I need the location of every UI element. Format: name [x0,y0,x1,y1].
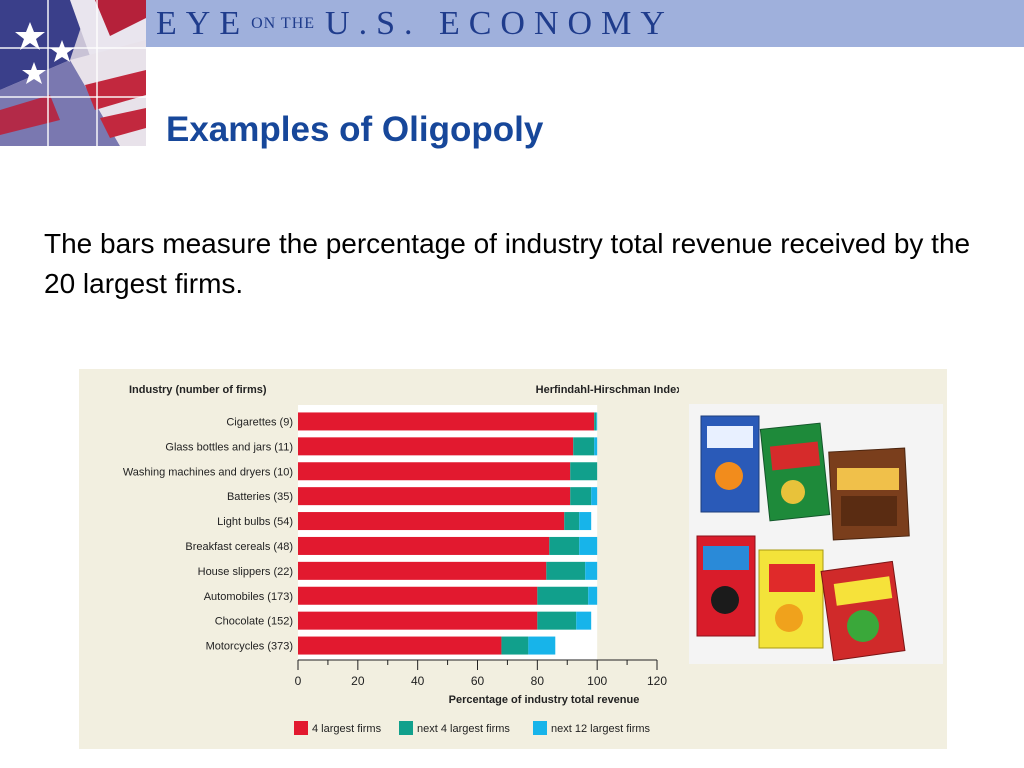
x-tick-label: 120 [647,674,667,688]
bar-segment [528,636,556,655]
x-axis-label: Percentage of industry total revenue [449,694,640,706]
x-tick-label: 80 [531,674,545,688]
bar-segment [585,561,598,580]
bar-segment [298,437,574,456]
category-label: House slippers (22) [198,566,293,578]
bar-segment [537,586,589,605]
cereal-box-froot-loops [696,535,756,637]
right-header: Herfindahl-Hirschman Index [536,384,679,396]
bar-segment [576,611,592,630]
slide-title: Examples of Oligopoly [166,110,544,149]
banner-eye: EYE [156,5,250,42]
banner-on-the: ON THE [251,15,316,32]
bar-chart: Industry (number of firms) Herfindahl-Hir… [123,384,679,735]
bar-segment [298,561,547,580]
bar-segment [579,512,592,531]
legend-swatch [533,721,547,735]
category-label: Breakfast cereals (48) [185,541,293,553]
cereal-box-cocoa-krispies [828,447,910,541]
bar-segment [591,487,598,506]
banner-economy: U.S. ECONOMY [325,5,674,42]
cereal-box-apple-jacks [759,422,831,522]
category-label: Chocolate (152) [215,616,293,628]
category-label: Motorcycles (373) [206,641,293,653]
bar-segment [298,611,538,630]
x-tick-label: 60 [471,674,485,688]
bar-segment [564,512,580,531]
bar-segment [298,586,538,605]
cereal-box-corn-pops [758,549,824,649]
bar-segment [588,586,598,605]
slide-intro: The bars measure the percentage of indus… [44,228,971,299]
x-tick-label: 0 [295,674,302,688]
bar-segment [594,412,597,431]
bar-segment [570,462,598,481]
bar-segment [579,536,598,555]
cereal-photo [689,404,943,664]
x-tick-label: 40 [411,674,425,688]
bar-segment [537,611,577,630]
banner: EYE ON THE U.S. ECONOMY [156,4,674,44]
flag-logo-image [0,0,146,146]
legend-swatch [399,721,413,735]
header-band [0,0,1024,47]
flag-logo [0,0,146,146]
legend-label: 4 largest firms [312,723,382,735]
bar-segment [546,561,586,580]
legend-label: next 12 largest firms [551,723,651,735]
bar-segment [298,636,502,655]
category-label: Washing machines and dryers (10) [123,466,293,478]
legend-label: next 4 largest firms [417,723,510,735]
category-label: Batteries (35) [227,491,293,503]
left-header: Industry (number of firms) [129,384,267,396]
bar-segment [549,536,580,555]
bar-segment [298,412,595,431]
category-label: Cigarettes (9) [226,416,293,428]
bar-segment [298,536,550,555]
category-label: Automobiles (173) [204,591,293,603]
category-label: Light bulbs (54) [217,516,293,528]
x-tick-label: 100 [587,674,607,688]
category-label: Glass bottles and jars (11) [165,441,293,453]
legend-swatch [294,721,308,735]
bar-segment [298,512,565,531]
bar-segment [570,487,592,506]
bar-segment [298,487,571,506]
bar-segment [501,636,529,655]
x-tick-label: 20 [351,674,365,688]
bar-segment [573,437,595,456]
cereal-box-smacks [820,560,906,662]
cereal-box-frosted-flakes [700,415,760,513]
bar-segment [594,437,598,456]
bar-segment [596,412,598,431]
bar-segment [298,462,571,481]
